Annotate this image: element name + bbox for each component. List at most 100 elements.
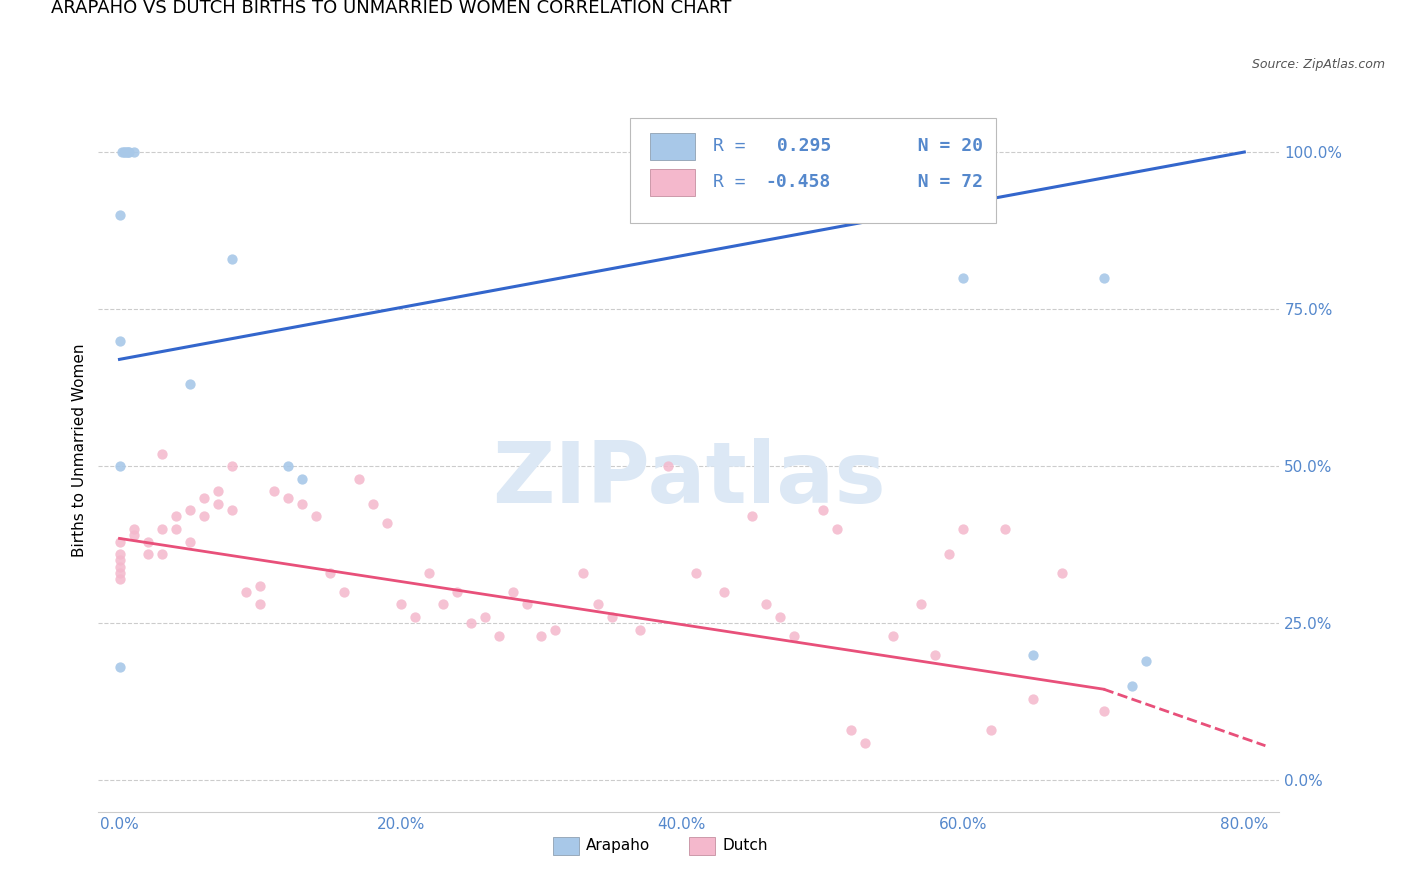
Text: Dutch: Dutch (723, 838, 768, 853)
Point (910, 598, 932, 612)
Point (825, 522, 848, 536)
Point (165, 509, 187, 524)
Point (1092, 270, 1115, 285)
Point (418, 566, 440, 580)
Point (1121, 679, 1143, 693)
Point (586, 598, 609, 612)
Point (361, 497, 384, 511)
Point (108, 572, 131, 586)
Point (839, 723, 862, 737)
Point (713, 584, 735, 599)
Point (446, 584, 468, 599)
Point (179, 534, 201, 549)
Point (924, 648, 946, 662)
Text: ZIPatlas: ZIPatlas (492, 438, 886, 521)
Point (108, 459, 131, 474)
Point (516, 598, 538, 612)
Point (277, 459, 299, 474)
Point (1135, 654, 1157, 668)
Point (249, 598, 271, 612)
Point (333, 584, 356, 599)
Text: Source: ZipAtlas.com: Source: ZipAtlas.com (1251, 58, 1385, 71)
Text: ARAPAHO VS DUTCH BIRTHS TO UNMARRIED WOMEN CORRELATION CHART: ARAPAHO VS DUTCH BIRTHS TO UNMARRIED WOM… (51, 0, 731, 17)
Point (783, 629, 806, 643)
Text: R =: R = (713, 137, 756, 155)
Text: -0.458: -0.458 (766, 173, 831, 192)
Text: R =: R = (713, 173, 745, 192)
Point (474, 610, 496, 624)
Point (628, 623, 651, 637)
Point (221, 252, 243, 266)
Point (853, 736, 876, 750)
Point (193, 491, 215, 505)
Point (1050, 566, 1073, 580)
Point (117, 145, 139, 159)
Text: Arapaho: Arapaho (586, 838, 651, 853)
Point (263, 484, 285, 499)
Point (460, 616, 482, 631)
Point (952, 522, 974, 536)
Point (179, 377, 201, 392)
Point (544, 623, 567, 637)
Point (404, 610, 426, 624)
Point (769, 610, 792, 624)
Point (389, 598, 412, 612)
Point (432, 598, 454, 612)
Point (118, 145, 141, 159)
Y-axis label: Births to Unmarried Women: Births to Unmarried Women (72, 343, 87, 558)
Point (108, 660, 131, 674)
Point (136, 534, 159, 549)
Point (572, 566, 595, 580)
Point (221, 459, 243, 474)
Bar (650, 133, 695, 160)
FancyBboxPatch shape (630, 118, 995, 223)
Point (347, 472, 370, 486)
Point (207, 484, 229, 499)
Point (112, 145, 135, 159)
Point (980, 723, 1002, 737)
Point (111, 145, 134, 159)
Point (291, 497, 314, 511)
Point (114, 145, 136, 159)
Point (165, 522, 187, 536)
Point (108, 559, 131, 574)
Point (488, 629, 510, 643)
Point (150, 447, 173, 461)
Point (108, 566, 131, 580)
Point (305, 509, 328, 524)
Point (755, 598, 778, 612)
Point (235, 584, 257, 599)
Bar (689, 837, 714, 855)
Point (600, 610, 623, 624)
Point (115, 145, 138, 159)
Point (291, 472, 314, 486)
Point (193, 509, 215, 524)
Point (249, 578, 271, 592)
Point (122, 528, 145, 542)
Point (502, 584, 524, 599)
Point (150, 522, 173, 536)
Point (994, 522, 1017, 536)
Point (952, 270, 974, 285)
Point (811, 503, 834, 517)
Point (179, 503, 201, 517)
Point (938, 547, 960, 561)
Point (108, 334, 131, 348)
Text: N = 72: N = 72 (896, 173, 983, 192)
Point (122, 522, 145, 536)
Point (685, 566, 707, 580)
Point (741, 509, 763, 524)
Point (319, 566, 342, 580)
Point (122, 145, 145, 159)
Point (108, 553, 131, 567)
Text: N = 20: N = 20 (896, 137, 983, 155)
Point (221, 503, 243, 517)
Point (108, 534, 131, 549)
Point (1092, 704, 1115, 718)
Point (108, 208, 131, 222)
Bar (553, 837, 579, 855)
Point (207, 497, 229, 511)
Point (1022, 691, 1045, 706)
Text: 0.295: 0.295 (766, 137, 831, 155)
Point (136, 547, 159, 561)
